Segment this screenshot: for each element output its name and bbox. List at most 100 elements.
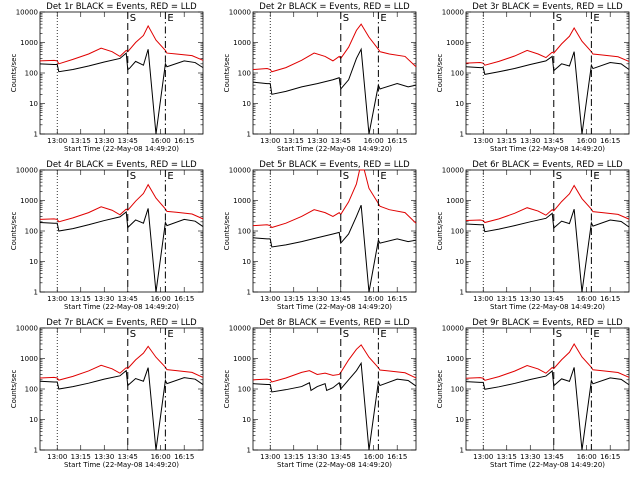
y-axis-label: Counts/sec: [10, 54, 18, 93]
marker-e-label: E: [380, 329, 386, 340]
y-tick-label: 10000: [442, 325, 464, 333]
x-tick-label: 13:30: [520, 453, 540, 461]
y-axis-label: Counts/sec: [436, 212, 444, 251]
marker-e-label: E: [380, 171, 386, 182]
x-tick-label: 16:00: [364, 295, 384, 303]
marker-s-label: S: [130, 13, 136, 24]
x-tick-label: 16:00: [151, 453, 171, 461]
y-tick-label: 10000: [16, 325, 38, 333]
y-tick-label: 1: [247, 289, 251, 297]
chart-title: Det 4r BLACK = Events, RED = LLD: [46, 160, 197, 170]
events-series-line: [39, 208, 204, 293]
x-tick-label: 13:15: [497, 295, 517, 303]
chart-title: Det 5r BLACK = Events, RED = LLD: [259, 160, 410, 170]
marker-e-label: E: [593, 13, 599, 24]
x-tick-label: 16:00: [577, 137, 597, 145]
x-axis-label: Start Time (22-May-08 14:49:20): [277, 145, 392, 153]
y-tick-label: 1000: [20, 355, 38, 363]
marker-s-label: S: [130, 329, 136, 340]
y-tick-label: 10000: [442, 9, 464, 17]
y-tick-label: 10000: [229, 167, 251, 175]
x-axis-label: Start Time (22-May-08 14:49:20): [490, 303, 605, 311]
y-tick-label: 100: [238, 228, 251, 236]
y-tick-label: 100: [451, 228, 464, 236]
x-axis-label: Start Time (22-May-08 14:49:20): [64, 303, 179, 311]
y-tick-label: 10: [455, 258, 464, 266]
y-axis-label: Counts/sec: [10, 370, 18, 409]
y-tick-label: 10: [29, 258, 38, 266]
x-axis-label: Start Time (22-May-08 14:49:20): [277, 303, 392, 311]
plot-frame: [39, 169, 204, 293]
x-tick-label: 13:30: [307, 295, 327, 303]
y-tick-label: 10000: [442, 167, 464, 175]
chart-title: Det 8r BLACK = Events, RED = LLD: [259, 318, 410, 328]
x-tick-label: 16:15: [600, 453, 620, 461]
chart-panel-8: Det 8r BLACK = Events, RED = LLD 1 10 100 10…: [223, 318, 417, 469]
y-axis-label: Counts/sec: [223, 370, 231, 409]
marker-s-label: S: [343, 329, 349, 340]
plot-frame: [39, 327, 204, 451]
x-tick-label: 16:15: [174, 295, 194, 303]
y-tick-label: 10000: [16, 9, 38, 17]
chart-title: Det 2r BLACK = Events, RED = LLD: [259, 2, 410, 12]
y-tick-label: 1: [460, 289, 464, 297]
y-axis-label: Counts/sec: [436, 54, 444, 93]
x-tick-label: 13:45: [544, 453, 564, 461]
x-tick-label: 13:00: [47, 295, 67, 303]
marker-s-label: S: [556, 171, 562, 182]
x-axis-label: Start Time (22-May-08 14:49:20): [490, 461, 605, 469]
x-tick-label: 16:15: [387, 137, 407, 145]
marker-s-label: S: [343, 13, 349, 24]
marker-s-label: S: [343, 171, 349, 182]
x-tick-label: 13:00: [473, 295, 493, 303]
marker-s-label: S: [556, 329, 562, 340]
x-tick-label: 16:15: [174, 453, 194, 461]
y-tick-label: 10: [242, 258, 251, 266]
y-tick-label: 10: [29, 100, 38, 108]
x-tick-label: 13:15: [497, 453, 517, 461]
lld-series-line: [252, 23, 417, 73]
x-tick-label: 13:15: [71, 453, 91, 461]
x-tick-label: 13:45: [544, 295, 564, 303]
marker-e-label: E: [167, 171, 173, 182]
y-tick-label: 1000: [233, 355, 251, 363]
y-tick-label: 1: [460, 447, 464, 455]
events-series-line: [252, 205, 417, 293]
x-tick-label: 16:15: [600, 137, 620, 145]
lld-series-line: [252, 169, 417, 229]
x-tick-label: 16:00: [577, 295, 597, 303]
x-tick-label: 16:15: [174, 137, 194, 145]
x-tick-label: 16:00: [364, 137, 384, 145]
y-tick-label: 1000: [233, 197, 251, 205]
events-series-line: [39, 367, 204, 451]
plot-frame: [252, 327, 417, 451]
chart-title: Det 7r BLACK = Events, RED = LLD: [46, 318, 197, 328]
x-tick-label: 16:00: [364, 453, 384, 461]
x-tick-label: 13:00: [473, 137, 493, 145]
plot-frame: [252, 169, 417, 293]
lld-series-line: [39, 24, 204, 65]
x-tick-label: 13:45: [118, 137, 138, 145]
chart-panel-5: Det 5r BLACK = Events, RED = LLD 1 10 100 10…: [223, 160, 417, 311]
x-tick-label: 13:15: [497, 137, 517, 145]
x-axis-label: Start Time (22-May-08 14:49:20): [277, 461, 392, 469]
x-tick-label: 13:15: [284, 295, 304, 303]
marker-e-label: E: [593, 329, 599, 340]
y-tick-label: 1: [34, 131, 38, 139]
marker-e-label: E: [167, 13, 173, 24]
chart-title: Det 3r BLACK = Events, RED = LLD: [472, 2, 623, 12]
y-tick-label: 1000: [446, 355, 464, 363]
x-tick-label: 13:30: [94, 453, 114, 461]
x-tick-label: 13:00: [47, 453, 67, 461]
x-tick-label: 13:30: [520, 137, 540, 145]
y-tick-label: 10000: [16, 167, 38, 175]
events-series-line: [465, 209, 630, 293]
y-tick-label: 1000: [446, 197, 464, 205]
y-tick-label: 10000: [229, 9, 251, 17]
x-tick-label: 13:45: [331, 137, 351, 145]
plot-frame: [252, 11, 417, 135]
x-tick-label: 16:15: [387, 295, 407, 303]
y-tick-label: 1: [34, 447, 38, 455]
lld-series-line: [252, 344, 417, 383]
events-series-line: [465, 367, 630, 451]
